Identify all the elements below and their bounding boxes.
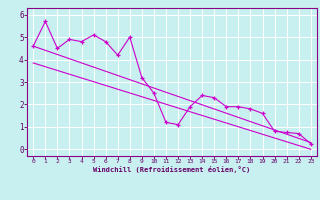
X-axis label: Windchill (Refroidissement éolien,°C): Windchill (Refroidissement éolien,°C): [93, 166, 251, 173]
